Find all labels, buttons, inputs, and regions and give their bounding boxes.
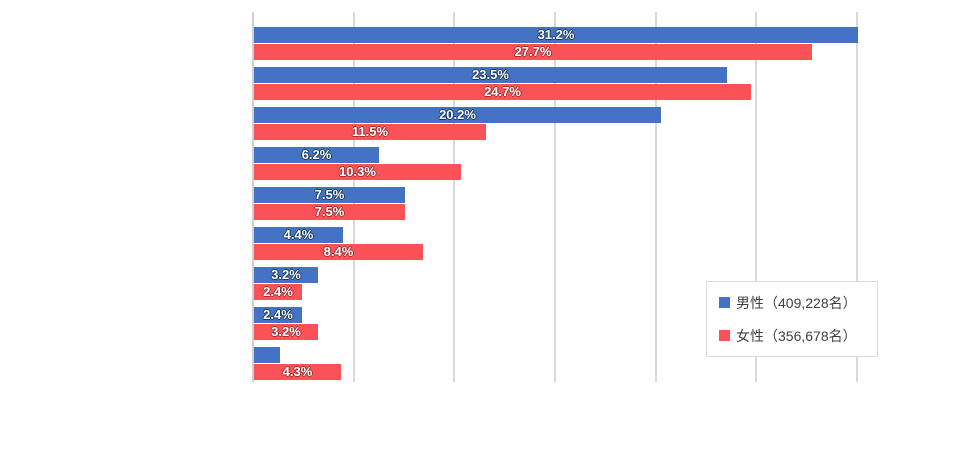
bar-label: 4.3% bbox=[282, 364, 313, 379]
gridline bbox=[655, 12, 657, 382]
bar-label: 7.5% bbox=[314, 187, 345, 202]
bar-male: 31.2% bbox=[254, 27, 858, 43]
bar-label: 20.2% bbox=[439, 107, 476, 122]
bar-female: 8.4% bbox=[254, 244, 423, 260]
bar-male: 7.5% bbox=[254, 187, 405, 203]
bar-female: 10.3% bbox=[254, 164, 461, 180]
bar-female: 24.7% bbox=[254, 84, 751, 100]
bar-female: 11.5% bbox=[254, 124, 486, 140]
bar-label: 2.4% bbox=[263, 307, 293, 322]
bar-male: 3.2% bbox=[254, 267, 318, 283]
bar-label: 3.2% bbox=[271, 324, 301, 339]
gridline bbox=[554, 12, 556, 382]
bar-female: 3.2% bbox=[254, 324, 318, 340]
bar-label: 4.4% bbox=[283, 227, 314, 242]
legend: 男性（409,228名） 女性（356,678名） bbox=[706, 281, 878, 357]
bar-label: 3.2% bbox=[271, 267, 301, 282]
gridline bbox=[856, 12, 858, 382]
y-axis-line bbox=[252, 12, 254, 382]
bar-male: 4.4% bbox=[254, 227, 343, 243]
bar-female: 27.7% bbox=[254, 44, 812, 60]
male-series-swatch bbox=[719, 297, 730, 308]
bar-male: 20.2% bbox=[254, 107, 661, 123]
bar-female: 2.4% bbox=[254, 284, 302, 300]
female-series-swatch bbox=[719, 330, 730, 341]
bar-label: 7.5% bbox=[314, 204, 345, 219]
bar-label: 31.2% bbox=[537, 27, 575, 42]
bar-male: 2.4% bbox=[254, 307, 302, 323]
legend-entry-female: 女性（356,678名） bbox=[719, 326, 877, 346]
bar-label: 11.5% bbox=[351, 124, 389, 139]
legend-label-female: 女性（356,678名） bbox=[736, 327, 857, 344]
bar-label: 6.2% bbox=[301, 147, 332, 162]
bar-label: 27.7% bbox=[514, 44, 552, 59]
gridline bbox=[453, 12, 455, 382]
bar-label: 8.4% bbox=[323, 244, 354, 259]
gridline bbox=[755, 12, 757, 382]
bar-male: 6.2% bbox=[254, 147, 379, 163]
bar-male: 23.5% bbox=[254, 67, 727, 83]
bar-female: 4.3% bbox=[254, 364, 341, 380]
bar-label: 24.7% bbox=[484, 84, 521, 99]
bar-female: 7.5% bbox=[254, 204, 405, 220]
legend-entry-male: 男性（409,228名） bbox=[719, 293, 877, 313]
bar-label bbox=[254, 347, 280, 363]
bar-label: 2.4% bbox=[263, 284, 293, 299]
bar-label: 23.5% bbox=[472, 67, 509, 82]
bar-male bbox=[254, 347, 280, 363]
legend-label-male: 男性（409,228名） bbox=[736, 294, 857, 311]
bar-label: 10.3% bbox=[339, 164, 376, 179]
